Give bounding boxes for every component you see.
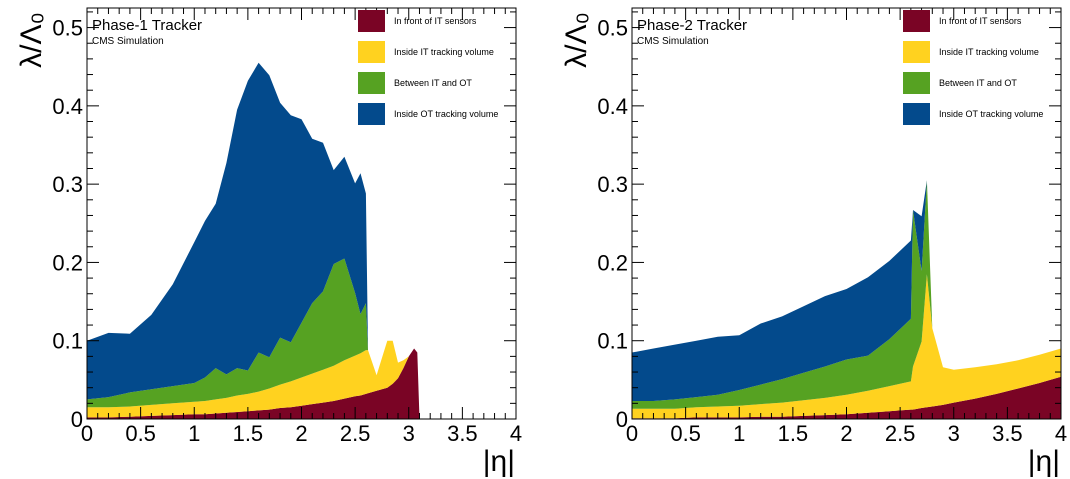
panel-subtitle: CMS Simulation (92, 36, 164, 47)
area-inside-ot-tracking-volume (632, 180, 1061, 401)
y-axis-title: λ/Λ₀ (15, 12, 48, 68)
y-tick-label: 0.1 (597, 329, 628, 354)
x-axis-title: |η| (1028, 445, 1060, 478)
legend-label-in-front-of-it-sensors: In front of IT sensors (394, 16, 477, 26)
x-tick-label: 2 (295, 421, 307, 446)
legend-swatch-in-front-of-it-sensors (358, 10, 385, 32)
legend-swatch-between-it-and-ot (358, 72, 385, 94)
x-tick-label: 0 (81, 421, 93, 446)
legend-label-between-it-and-ot: Between IT and OT (394, 78, 472, 88)
x-tick-label: 2 (840, 421, 852, 446)
y-tick-label: 0.4 (52, 94, 83, 119)
x-tick-label: 3 (403, 421, 415, 446)
legend-label-inside-ot-tracking-volume: Inside OT tracking volume (394, 109, 498, 119)
area-between-it-and-ot (87, 258, 420, 419)
y-tick-label: 0.4 (597, 94, 628, 119)
x-tick-label: 4 (1055, 421, 1067, 446)
x-tick-label: 0 (626, 421, 638, 446)
x-tick-label: 1 (733, 421, 745, 446)
legend-swatch-inside-ot-tracking-volume (903, 103, 930, 125)
legend-label-inside-ot-tracking-volume: Inside OT tracking volume (939, 109, 1043, 119)
legend-label-inside-it-tracking-volume: Inside IT tracking volume (939, 47, 1039, 57)
y-tick-label: 0.3 (52, 172, 83, 197)
panel-subtitle: CMS Simulation (637, 36, 709, 47)
x-tick-label: 0.5 (125, 421, 156, 446)
legend-label-in-front-of-it-sensors: In front of IT sensors (939, 16, 1022, 26)
panel-phase1: 0 0.5 1 1.5 2 2.5 3 3.5 4 0 0.1 0.2 0.3 0.4 0.5 |η| λ/Λ₀… (15, 7, 522, 478)
x-tick-label: 1.5 (778, 421, 809, 446)
x-tick-label: 3.5 (447, 421, 478, 446)
y-axis-title: λ/Λ₀ (560, 12, 593, 68)
y-tick-label: 0 (616, 407, 628, 432)
y-tick-label: 0.2 (597, 250, 628, 275)
panel-title: Phase-2 Tracker (637, 17, 747, 34)
y-tick-label: 0 (71, 407, 83, 432)
y-tick-label: 0.5 (597, 16, 628, 41)
area-inside-it-tracking-volume (632, 274, 1061, 419)
x-tick-label: 0.5 (670, 421, 701, 446)
legend-swatch-inside-it-tracking-volume (358, 41, 385, 63)
legend-swatch-in-front-of-it-sensors (903, 10, 930, 32)
legend-swatch-between-it-and-ot (903, 72, 930, 94)
x-tick-label: 2.5 (340, 421, 371, 446)
y-tick-label: 0.5 (52, 16, 83, 41)
x-tick-label: 1 (188, 421, 200, 446)
x-axis-title: |η| (483, 445, 515, 478)
x-tick-label: 4 (510, 421, 522, 446)
panel-title: Phase-1 Tracker (92, 17, 202, 34)
legend-swatch-inside-ot-tracking-volume (358, 103, 385, 125)
y-tick-label: 0.3 (597, 172, 628, 197)
area-inside-ot-tracking-volume (87, 62, 420, 420)
area-inside-it-tracking-volume (87, 340, 420, 419)
legend-label-between-it-and-ot: Between IT and OT (939, 78, 1017, 88)
area-in-front-of-it-sensors (87, 348, 420, 419)
x-tick-label: 3.5 (992, 421, 1023, 446)
y-tick-label: 0.2 (52, 250, 83, 275)
x-tick-label: 2.5 (885, 421, 916, 446)
area-between-it-and-ot (632, 180, 1061, 409)
y-tick-label: 0.1 (52, 329, 83, 354)
legend-swatch-inside-it-tracking-volume (903, 41, 930, 63)
x-tick-label: 1.5 (233, 421, 264, 446)
panel-phase2: 0 0.5 1 1.5 2 2.5 3 3.5 4 0 0.1 0.2 0.3 0.4 0.5 |η| λ/Λ₀… (560, 7, 1067, 478)
x-tick-label: 3 (948, 421, 960, 446)
legend-label-inside-it-tracking-volume: Inside IT tracking volume (394, 47, 494, 57)
